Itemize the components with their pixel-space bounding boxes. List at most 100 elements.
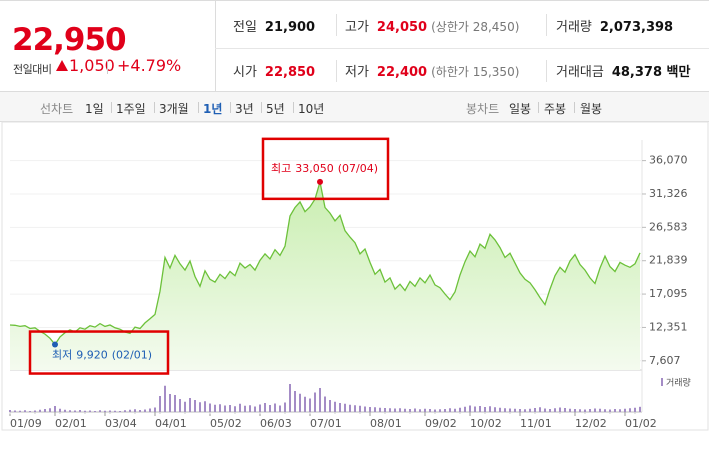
volume-bar — [209, 403, 211, 412]
volume-bar — [49, 408, 51, 412]
volume-bar — [174, 395, 176, 412]
volume-bar — [274, 403, 276, 412]
volume-bar — [404, 408, 406, 412]
volume-bar — [634, 407, 636, 412]
volume-bar — [579, 409, 581, 412]
y-tick-label: 12,351 — [649, 320, 688, 333]
volume-bar — [124, 410, 126, 412]
stat-value: 24,050 — [376, 20, 428, 35]
volume-bar — [64, 409, 66, 412]
annotation-text: 최고 33,050 (07/04) — [271, 162, 378, 175]
volume-bar — [444, 409, 446, 412]
volume-bar — [344, 403, 346, 412]
divider — [336, 60, 337, 82]
volume-bar — [244, 405, 246, 412]
volume-bar — [29, 411, 31, 412]
stat-value: 48,378 백만 — [611, 65, 691, 80]
volume-bar — [94, 411, 96, 412]
volume-bar — [464, 406, 466, 412]
volume-bar — [499, 407, 501, 412]
volume-bar — [44, 409, 46, 412]
volume-bar — [279, 405, 281, 412]
current-price: 22,950 — [12, 22, 127, 58]
volume-bar — [234, 406, 236, 412]
stat: 시가 22,850 — [233, 61, 315, 80]
volume-bar — [559, 407, 561, 412]
volume-bar — [609, 409, 611, 412]
up-arrow — [56, 60, 68, 71]
volume-bar — [299, 393, 301, 412]
stat-note: (하한가 15,350) — [431, 65, 520, 79]
x-tick-label: 08/01 — [370, 417, 402, 430]
stat-value: 21,900 — [264, 20, 316, 35]
annotation-date: (02/01) — [112, 349, 152, 362]
volume-bar — [484, 407, 486, 412]
tab-separator — [154, 102, 155, 113]
period-tab[interactable]: 5년 — [266, 102, 285, 116]
volume-bar — [284, 402, 286, 412]
volume-bar — [104, 410, 106, 412]
volume-bar — [439, 409, 441, 412]
volume-bar — [459, 407, 461, 412]
volume-bar — [424, 408, 426, 412]
volume-bar — [454, 408, 456, 412]
x-tick-label: 02/01 — [55, 417, 87, 430]
stat: 거래대금 48,378 백만 — [556, 61, 690, 80]
tab-separator — [574, 102, 575, 113]
price-line — [9, 181, 641, 346]
period-tab[interactable]: 1일 — [85, 102, 104, 116]
volume-bar — [549, 409, 551, 412]
volume-bar — [354, 405, 356, 412]
volume-bar — [359, 405, 361, 412]
stat-label: 거래대금 — [556, 65, 604, 80]
volume-bar — [529, 408, 531, 412]
volume-bar — [504, 408, 506, 412]
candle-tab[interactable]: 주봉 — [544, 102, 567, 116]
x-tick-label: 11/01 — [520, 417, 552, 430]
period-tab[interactable]: 1년 — [203, 102, 223, 116]
volume-bar — [329, 400, 331, 412]
volume-bar — [334, 401, 336, 412]
annotation: 최고 33,050 (07/04) — [261, 137, 390, 201]
stat-label: 고가 — [345, 20, 369, 35]
volume-bar — [599, 408, 601, 412]
volume-bar — [324, 396, 326, 412]
volume-bar — [419, 409, 421, 412]
volume-bar — [189, 398, 191, 412]
summary-panel — [0, 0, 709, 91]
volume-bar — [314, 392, 316, 412]
legend-label: 거래량 — [666, 377, 691, 389]
volume-bar — [469, 405, 471, 412]
period-tab[interactable]: 1주일 — [116, 102, 146, 116]
volume-bar — [84, 410, 86, 412]
volume-bar — [139, 410, 141, 412]
period-tab[interactable]: 10년 — [298, 102, 325, 116]
period-tab[interactable]: 3개월 — [159, 102, 189, 116]
stat: 거래량 2,073,398 — [556, 16, 673, 35]
x-tick-label: 07/01 — [310, 417, 342, 430]
volume-bar — [564, 408, 566, 412]
volume-bar — [364, 406, 366, 412]
candle-tab[interactable]: 월봉 — [580, 102, 603, 116]
change: 1,050 — [56, 56, 115, 75]
x-tick-label: 01/02 — [625, 417, 657, 430]
volume-bar — [39, 409, 41, 412]
period-tab[interactable]: 3년 — [235, 102, 254, 116]
volume-bar — [629, 408, 631, 412]
stat: 전일 21,900 — [233, 16, 315, 35]
y-tick-label: 7,607 — [649, 354, 681, 367]
volume-bar — [179, 399, 181, 412]
annotation-dot — [317, 178, 323, 185]
annotation-date: (07/04) — [338, 162, 378, 175]
candle-tab[interactable]: 일봉 — [509, 102, 532, 116]
volume-bar — [604, 409, 606, 412]
annotation-label: 최고 — [271, 162, 291, 175]
x-tick-label: 10/02 — [470, 417, 502, 430]
volume-bar — [219, 404, 221, 412]
stat-label: 시가 — [233, 65, 257, 80]
area — [10, 181, 640, 370]
volume-bar — [194, 400, 196, 412]
volume-bar — [619, 409, 621, 412]
volume-bar — [54, 406, 56, 412]
volume-bar — [434, 409, 436, 412]
